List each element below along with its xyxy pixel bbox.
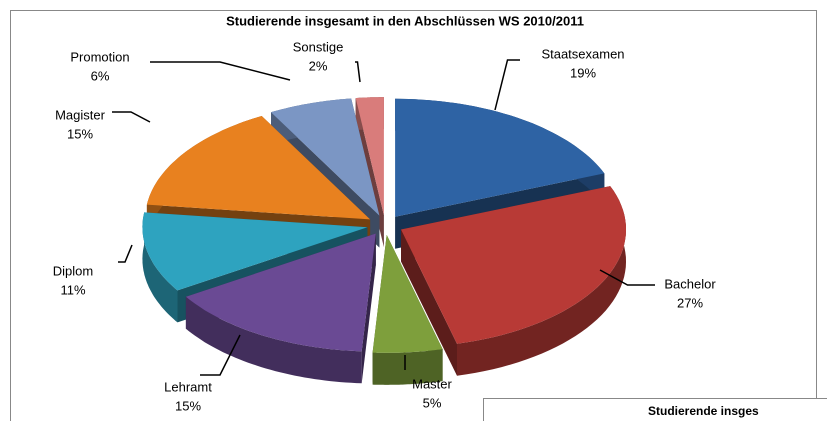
slice-value-label: 15% <box>67 126 93 141</box>
leader-line <box>118 244 133 263</box>
slice-label: Promotion <box>70 49 129 64</box>
slice-value-label: 15% <box>175 398 201 413</box>
slice <box>185 233 376 384</box>
slice-top <box>185 233 376 352</box>
slice-top <box>142 212 368 291</box>
slice-top <box>271 98 380 216</box>
leader-line <box>200 334 241 376</box>
slice-label: Master <box>412 376 452 391</box>
slice-top <box>395 98 605 217</box>
slice <box>401 186 626 376</box>
slice-value-label: 5% <box>423 395 442 410</box>
slice-value-label: 2% <box>309 58 328 73</box>
slice <box>372 234 443 385</box>
leader-line <box>355 61 361 83</box>
slice-side <box>457 186 626 376</box>
leader-line <box>599 269 655 286</box>
leader-line <box>494 59 520 111</box>
slice-top <box>355 97 384 216</box>
second-chart-frame <box>483 398 827 421</box>
leader-line <box>150 61 291 81</box>
leader-line <box>112 111 151 123</box>
slice-label: Bachelor <box>664 276 716 291</box>
slice-side <box>372 349 443 385</box>
slice-value-label: 27% <box>677 295 703 310</box>
second-chart-title: Studierende insges <box>648 404 759 418</box>
slice-top <box>401 186 626 344</box>
slice-value-label: 19% <box>570 65 596 80</box>
slice-label: Staatsexamen <box>541 46 624 61</box>
slice-label: Sonstige <box>293 39 344 54</box>
slice-side <box>142 212 178 323</box>
chart-title: Studierende insgesamt in den Abschlüssen… <box>226 13 584 28</box>
slice-side <box>185 296 362 384</box>
slice-wall <box>361 233 376 384</box>
slice-wall <box>401 229 457 376</box>
slice-top <box>372 234 443 353</box>
slice-label: Lehramt <box>164 379 212 394</box>
slice-label: Magister <box>55 107 106 122</box>
slice-label: Diplom <box>53 263 93 278</box>
slice-top <box>146 116 371 220</box>
slice-value-label: 6% <box>91 68 110 83</box>
slice-value-label: 11% <box>60 282 85 297</box>
